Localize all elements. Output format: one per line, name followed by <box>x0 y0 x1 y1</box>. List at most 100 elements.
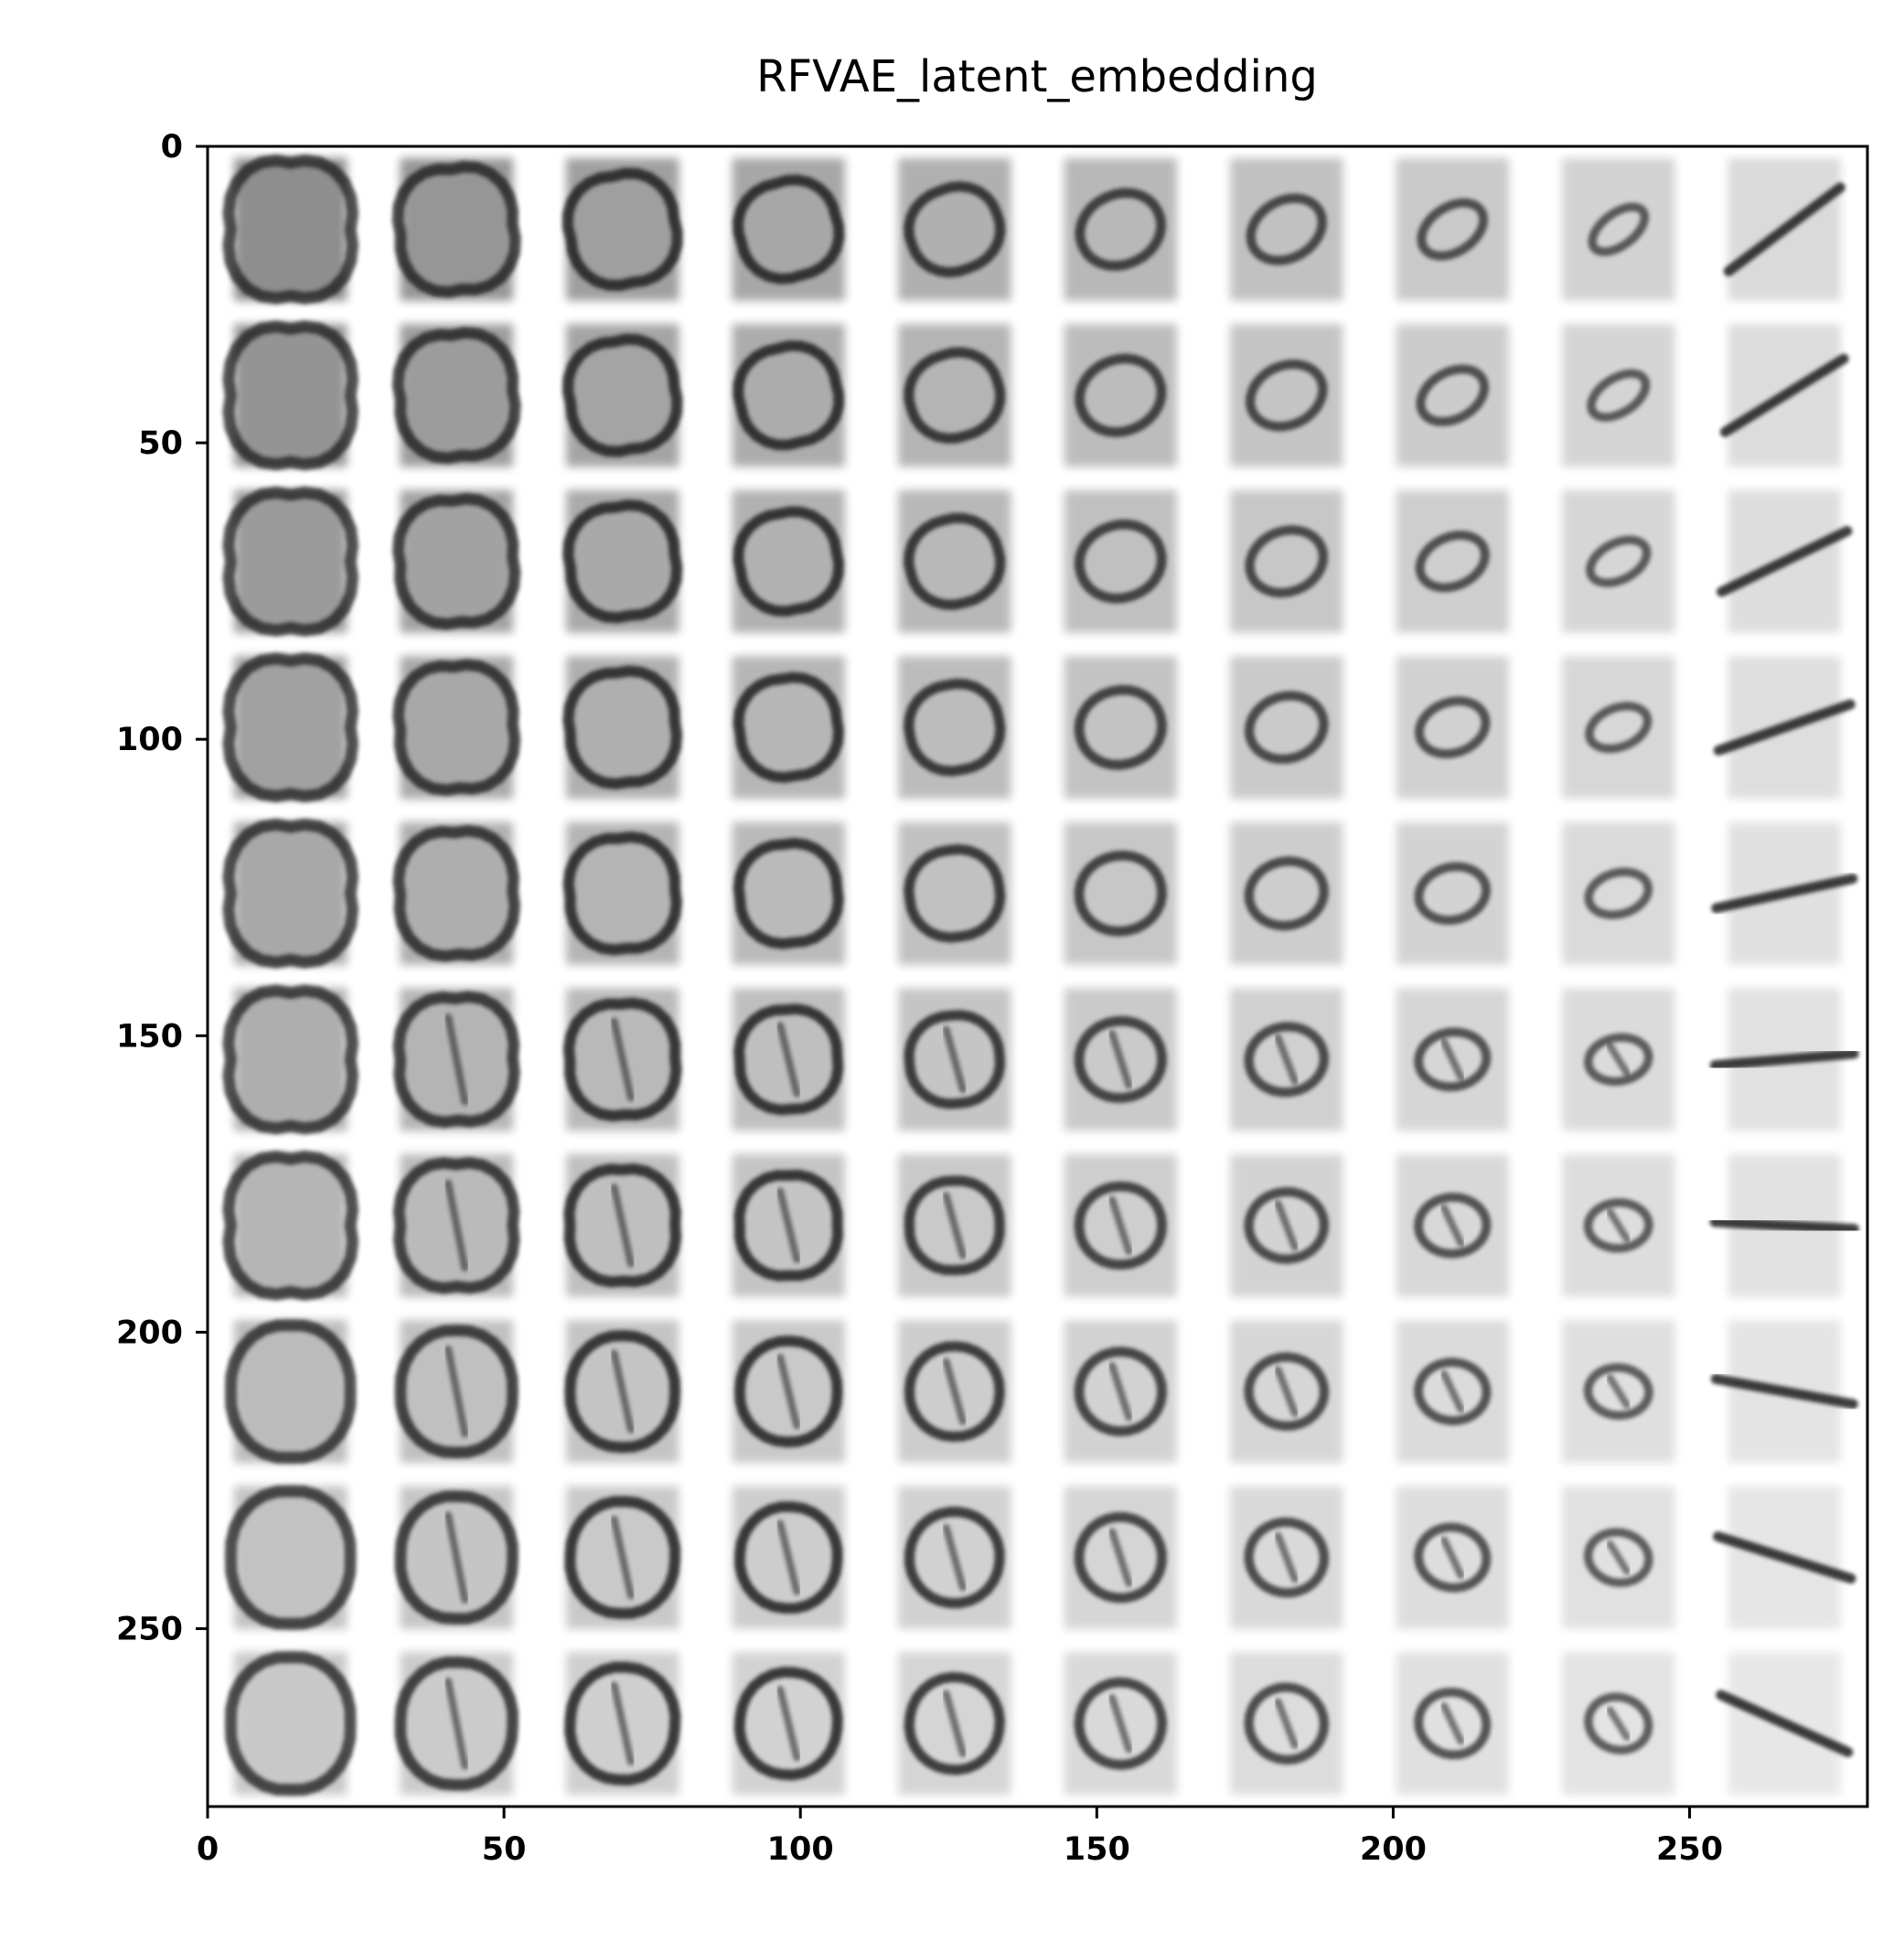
latent-tile <box>1396 1652 1509 1796</box>
latent-tile <box>1064 157 1177 301</box>
latent-tile <box>562 821 682 965</box>
latent-tile <box>394 1485 519 1629</box>
latent-tile <box>732 489 845 633</box>
axes-frame <box>206 145 1869 1808</box>
latent-tile <box>1562 489 1675 633</box>
latent-tile <box>1396 489 1509 633</box>
latent-tile <box>1719 324 1849 467</box>
latent-tile <box>563 1153 682 1297</box>
latent-tile <box>392 1153 520 1297</box>
latent-tile <box>898 1485 1011 1629</box>
latent-tile <box>1230 1485 1343 1629</box>
latent-tile <box>1396 988 1509 1131</box>
x-axis: 0 50 100 150 200 250 <box>197 1807 1723 1868</box>
latent-tile <box>1230 489 1343 633</box>
latent-tile <box>1230 157 1343 301</box>
latent-tile <box>732 1153 845 1297</box>
latent-tile <box>391 157 521 301</box>
latent-tile <box>732 1320 845 1464</box>
chart-title: RFVAE_latent_embedding <box>756 51 1318 102</box>
latent-tile <box>898 1153 1011 1297</box>
latent-tile <box>732 157 845 301</box>
latent-tile <box>1396 821 1509 965</box>
latent-tile <box>392 821 520 965</box>
latent-tile <box>564 1652 681 1796</box>
latent-tile <box>1396 324 1509 467</box>
latent-tile <box>394 1652 519 1796</box>
y-tick-label: 200 <box>116 1314 183 1351</box>
latent-tile <box>1709 1153 1859 1297</box>
latent-tile <box>732 1485 845 1629</box>
latent-tile <box>222 1150 359 1301</box>
latent-tile <box>1709 988 1859 1131</box>
latent-tile <box>1064 324 1177 467</box>
latent-tile <box>1230 1652 1343 1796</box>
latent-tile <box>1396 1153 1509 1297</box>
y-tick-label: 100 <box>116 722 183 758</box>
latent-tile <box>394 1320 519 1464</box>
latent-tile <box>224 1319 357 1464</box>
latent-tile <box>1230 656 1343 799</box>
latent-tile <box>562 656 683 799</box>
latent-tile <box>1562 1153 1675 1297</box>
latent-tile <box>732 988 845 1131</box>
latent-tile <box>564 1320 681 1464</box>
latent-tile <box>898 489 1011 633</box>
latent-tile <box>898 821 1011 965</box>
latent-tile <box>1562 656 1675 799</box>
latent-tile <box>1717 489 1853 633</box>
y-tick-label: 150 <box>116 1018 183 1055</box>
latent-tile <box>898 157 1011 301</box>
latent-tile <box>1396 656 1509 799</box>
latent-tile <box>1230 324 1343 467</box>
latent-tile <box>1396 157 1509 301</box>
x-tick-label: 150 <box>1064 1831 1130 1868</box>
latent-tile <box>898 1320 1011 1464</box>
latent-tile <box>222 154 359 305</box>
y-tick-label: 250 <box>116 1612 183 1648</box>
latent-tile <box>1230 1153 1343 1297</box>
latent-tile <box>392 656 521 799</box>
x-tick-label: 0 <box>197 1831 219 1868</box>
latent-tile <box>1562 1320 1675 1464</box>
y-axis: 0 50 100 150 200 250 <box>116 129 208 1648</box>
latent-tile <box>222 652 359 803</box>
latent-tile <box>562 157 683 301</box>
latent-image-grid <box>208 146 1867 1807</box>
latent-tile <box>1562 324 1675 467</box>
latent-tile <box>1562 988 1675 1131</box>
latent-tile <box>1064 821 1177 965</box>
latent-tile <box>224 1651 357 1796</box>
latent-tile <box>732 656 845 799</box>
latent-tile <box>1230 1320 1343 1464</box>
latent-tile <box>732 324 845 467</box>
latent-tile <box>222 818 359 969</box>
latent-tile <box>392 988 520 1131</box>
latent-tile <box>732 821 845 965</box>
y-tick-label: 0 <box>161 129 183 166</box>
latent-tile <box>1064 1153 1177 1297</box>
latent-tile <box>1230 988 1343 1131</box>
latent-tile <box>562 489 683 633</box>
latent-tile <box>222 984 359 1135</box>
latent-tile <box>898 1652 1011 1796</box>
latent-tile <box>1064 656 1177 799</box>
x-tick-label: 250 <box>1656 1831 1723 1868</box>
latent-tile <box>1711 821 1858 965</box>
latent-tile <box>1562 1485 1675 1629</box>
latent-tile <box>1723 157 1845 301</box>
latent-tile <box>898 656 1011 799</box>
x-tick-label: 50 <box>482 1831 527 1868</box>
latent-tile <box>1716 1652 1854 1796</box>
latent-tile <box>1562 1652 1675 1796</box>
latent-tile <box>562 324 683 467</box>
latent-tile <box>898 988 1011 1131</box>
latent-tile <box>1064 1320 1177 1464</box>
latent-tile <box>1710 1320 1858 1464</box>
latent-tile <box>732 1652 845 1796</box>
latent-tile <box>898 324 1011 467</box>
x-tick-label: 100 <box>767 1831 834 1868</box>
latent-tile <box>1713 656 1856 799</box>
latent-tile <box>224 1485 357 1630</box>
